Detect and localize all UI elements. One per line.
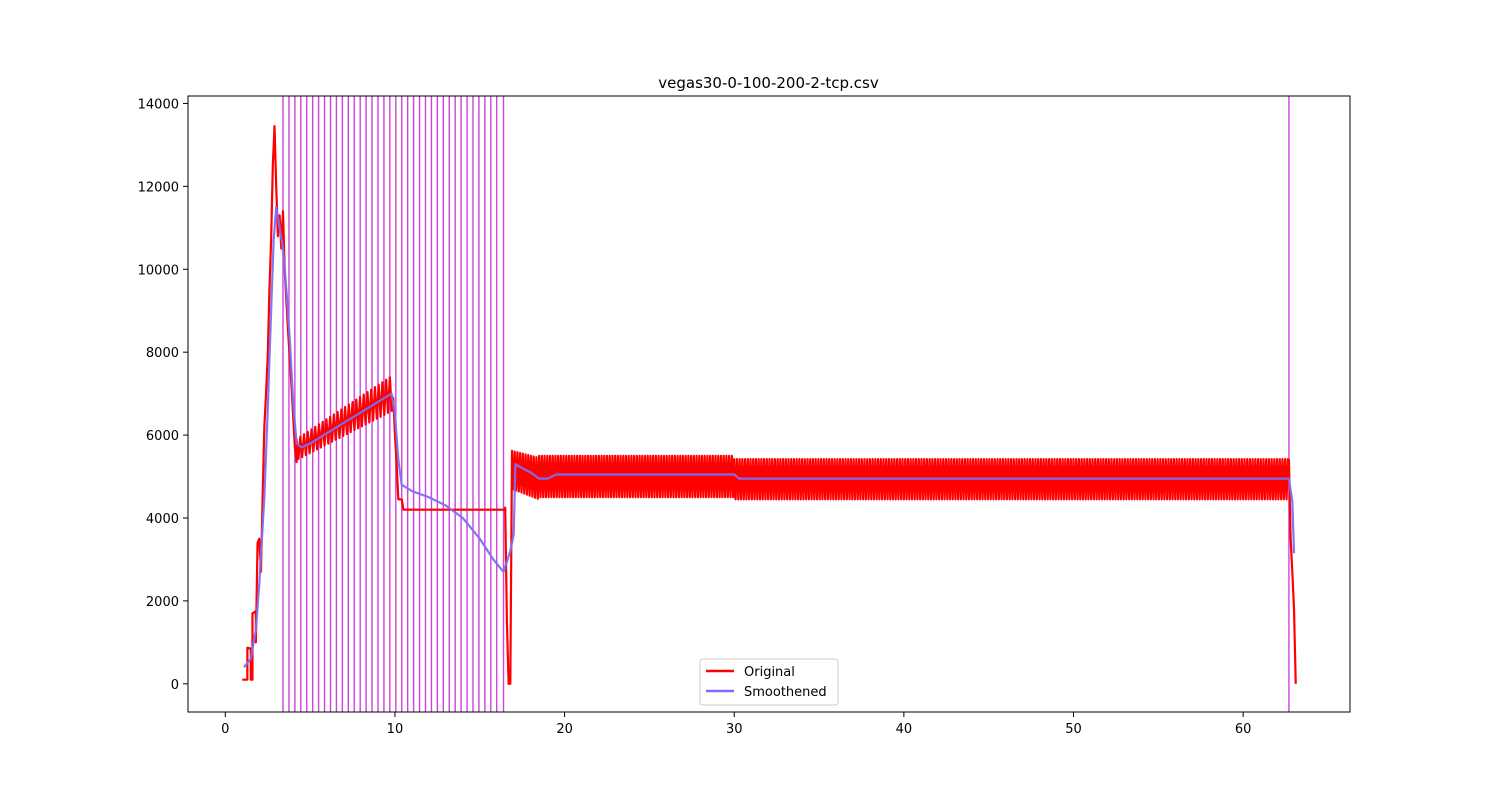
x-tick-label: 30: [726, 722, 743, 737]
y-tick-label: 12000: [138, 180, 179, 195]
x-tick-label: 60: [1235, 722, 1252, 737]
chart-title: vegas30-0-100-200-2-tcp.csv: [658, 74, 879, 92]
y-tick-label: 6000: [146, 429, 179, 444]
legend-label-smoothened: Smoothened: [744, 685, 827, 700]
axes: 0 10 20 30 40 50 60 0 2000 4000 6000 8000 10000 12000…: [138, 97, 1252, 737]
y-tick-label: 4000: [146, 512, 179, 527]
y-tick-label: 2000: [146, 595, 179, 610]
y-tick-label: 0: [171, 678, 179, 693]
y-tick-label: 10000: [138, 263, 179, 278]
legend: Original Smoothened: [699, 658, 839, 706]
x-tick-label: 10: [387, 722, 404, 737]
y-tick-label: 14000: [138, 97, 179, 112]
plot-frame: [187, 95, 1351, 713]
plot-area: [242, 96, 1297, 712]
x-tick-label: 20: [556, 722, 573, 737]
x-tick-label: 0: [221, 722, 229, 737]
x-tick-label: 50: [1065, 722, 1082, 737]
x-tick-label: 40: [896, 722, 913, 737]
series-smoothened-line: [243, 206, 1296, 668]
legend-label-original: Original: [744, 665, 795, 680]
legend-box: [699, 658, 839, 706]
y-tick-label: 8000: [146, 346, 179, 361]
